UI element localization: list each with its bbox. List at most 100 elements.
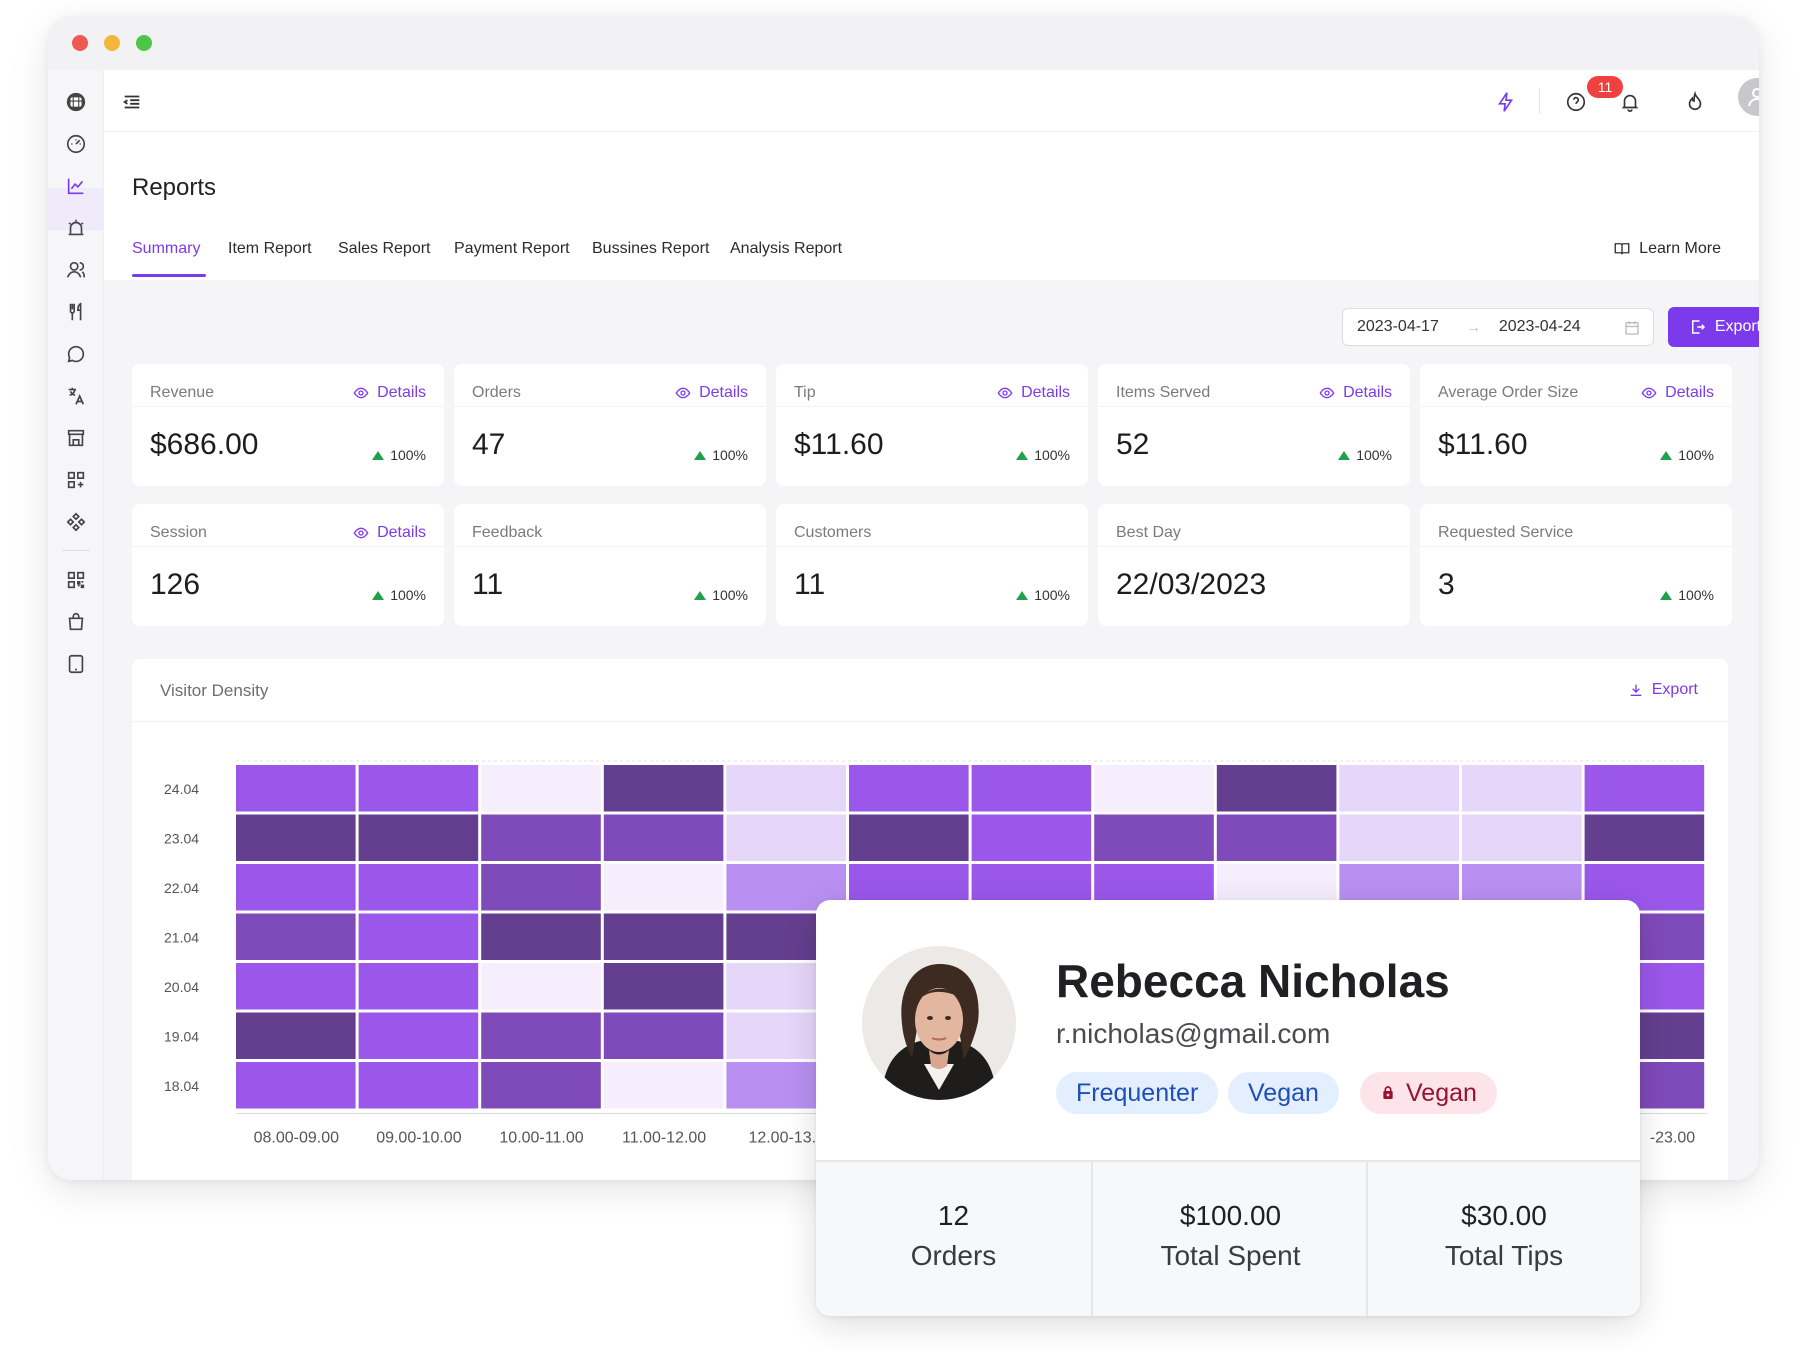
heatmap-cell[interactable]	[236, 1012, 356, 1060]
heatmap-cell[interactable]	[358, 814, 479, 862]
heatmap-cell[interactable]	[1462, 814, 1582, 862]
heatmap-cell[interactable]	[481, 963, 601, 1010]
close-window-button[interactable]	[72, 35, 88, 51]
heatmap-cell[interactable]	[481, 1012, 601, 1060]
details-link[interactable]: Details	[353, 384, 426, 402]
heatmap-cell[interactable]	[358, 1012, 479, 1060]
heatmap-x-label: 09.00-10.00	[376, 1130, 462, 1147]
heatmap-cell[interactable]	[971, 765, 1092, 812]
heatmap-cell[interactable]	[1584, 765, 1705, 812]
heatmap-cell[interactable]	[481, 765, 601, 812]
heatmap-export-link[interactable]: Export	[1628, 681, 1698, 699]
tab-payment-report[interactable]: Payment Report	[454, 240, 570, 257]
learn-more-link[interactable]: Learn More	[1613, 240, 1721, 258]
heatmap-cell[interactable]	[971, 814, 1092, 862]
stat-total-spent: $100.00 Total Spent	[1093, 1162, 1368, 1316]
reports-header: Reports Summary Item Report Sales Report…	[104, 132, 1759, 280]
tab-item-report[interactable]: Item Report	[228, 240, 312, 257]
heatmap-cell[interactable]	[358, 963, 479, 1010]
heatmap-cell[interactable]	[481, 913, 601, 961]
chat-icon[interactable]	[64, 342, 88, 366]
heatmap-cell[interactable]	[603, 814, 724, 862]
apps-grid-icon[interactable]	[64, 468, 88, 492]
trend-up-icon	[1660, 450, 1673, 460]
export-button[interactable]: Export	[1668, 307, 1759, 347]
minimize-window-button[interactable]	[104, 35, 120, 51]
date-range-picker[interactable]: 2023-04-17 → 2023-04-24	[1342, 308, 1654, 346]
card-revenue: Revenue Details $686.00 100%	[132, 364, 444, 486]
heatmap-cell[interactable]	[358, 765, 479, 812]
heatmap-cell[interactable]	[1339, 814, 1459, 862]
arrow-right-icon: →	[1466, 319, 1481, 335]
heatmap-cell[interactable]	[236, 913, 356, 961]
heatmap-cell[interactable]	[236, 963, 356, 1010]
puzzle-icon[interactable]	[64, 510, 88, 534]
maximize-window-button[interactable]	[136, 35, 152, 51]
utensils-icon[interactable]	[64, 300, 88, 324]
heatmap-cell[interactable]	[1216, 765, 1337, 812]
menu-collapse-icon[interactable]	[120, 90, 144, 114]
heatmap-cell[interactable]	[1094, 814, 1214, 862]
heatmap-cell[interactable]	[1094, 765, 1214, 812]
heatmap-cell[interactable]	[1216, 814, 1337, 862]
stat-orders: 12 Orders	[816, 1162, 1091, 1316]
heatmap-cell[interactable]	[1339, 765, 1459, 812]
logo-icon[interactable]	[64, 90, 88, 114]
heatmap-cell[interactable]	[849, 765, 969, 812]
details-link[interactable]: Details	[1319, 384, 1392, 402]
lightning-icon[interactable]	[1494, 90, 1518, 114]
chart-line-icon[interactable]	[64, 174, 88, 198]
heatmap-cell[interactable]	[1584, 814, 1705, 862]
store-icon[interactable]	[64, 426, 88, 450]
tab-sales-report[interactable]: Sales Report	[338, 240, 431, 257]
bell-icon[interactable]	[1618, 90, 1642, 114]
details-link[interactable]: Details	[675, 384, 748, 402]
date-end[interactable]: 2023-04-24	[1498, 318, 1581, 335]
help-circle-icon[interactable]	[1564, 90, 1588, 114]
change-value: 100%	[1034, 447, 1070, 463]
heatmap-cell[interactable]	[1462, 765, 1582, 812]
heatmap-cell[interactable]	[358, 864, 479, 911]
dashboard-gauge-icon[interactable]	[64, 132, 88, 156]
heatmap-cell[interactable]	[726, 814, 846, 862]
heatmap-cell[interactable]	[481, 1062, 601, 1109]
heatmap-cell[interactable]	[603, 1012, 724, 1060]
card-value: 22/03/2023	[1116, 568, 1267, 601]
heatmap-cell[interactable]	[603, 765, 724, 812]
eye-icon	[1641, 387, 1657, 399]
heatmap-cell[interactable]	[236, 765, 356, 812]
heatmap-cell[interactable]	[236, 1062, 356, 1109]
heatmap-cell[interactable]	[358, 913, 479, 961]
tab-bussines-report[interactable]: Bussines Report	[592, 240, 710, 257]
tab-analysis-report[interactable]: Analysis Report	[730, 240, 843, 257]
heatmap-cell[interactable]	[236, 814, 356, 862]
card-requested-service: Requested Service 3 100%	[1420, 504, 1732, 626]
heatmap-cell[interactable]	[603, 963, 724, 1010]
flame-icon[interactable]	[1683, 90, 1707, 114]
details-link[interactable]: Details	[1641, 384, 1714, 402]
date-start[interactable]: 2023-04-17	[1357, 318, 1439, 335]
qr-code-icon[interactable]	[64, 568, 88, 592]
details-link[interactable]: Details	[997, 384, 1070, 402]
heatmap-cell[interactable]	[236, 864, 356, 911]
tab-summary[interactable]: Summary	[132, 240, 201, 257]
tablet-icon[interactable]	[64, 652, 88, 676]
calendar-icon[interactable]	[1623, 319, 1641, 337]
change-value: 100%	[1034, 587, 1070, 603]
heatmap-cell[interactable]	[358, 1062, 479, 1109]
heatmap-cell[interactable]	[603, 1062, 724, 1109]
heatmap-cell[interactable]	[481, 814, 601, 862]
heatmap-cell[interactable]	[603, 864, 724, 911]
shopping-bag-icon[interactable]	[64, 610, 88, 634]
heatmap-cell[interactable]	[849, 814, 969, 862]
stat-value: $30.00	[1461, 1200, 1547, 1231]
alarm-icon[interactable]	[64, 216, 88, 240]
user-avatar-icon[interactable]	[1738, 78, 1759, 116]
details-link[interactable]: Details	[353, 524, 426, 542]
translate-icon[interactable]	[64, 384, 88, 408]
trend-up-icon	[1016, 590, 1029, 600]
heatmap-cell[interactable]	[603, 913, 724, 961]
heatmap-cell[interactable]	[726, 765, 846, 812]
heatmap-cell[interactable]	[481, 864, 601, 911]
users-icon[interactable]	[64, 258, 88, 282]
